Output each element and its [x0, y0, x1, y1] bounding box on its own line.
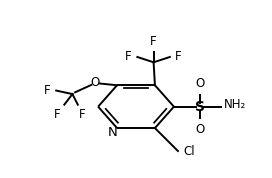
Text: S: S [194, 100, 205, 114]
Text: NH₂: NH₂ [224, 98, 246, 111]
Text: F: F [79, 108, 86, 121]
Text: F: F [54, 108, 60, 121]
Text: Cl: Cl [183, 145, 195, 158]
Text: N: N [107, 126, 117, 139]
Text: F: F [44, 84, 51, 97]
Text: F: F [175, 51, 182, 64]
Text: O: O [195, 77, 204, 90]
Text: O: O [91, 76, 100, 89]
Text: F: F [125, 51, 132, 64]
Text: O: O [195, 123, 204, 137]
Text: F: F [150, 35, 157, 48]
